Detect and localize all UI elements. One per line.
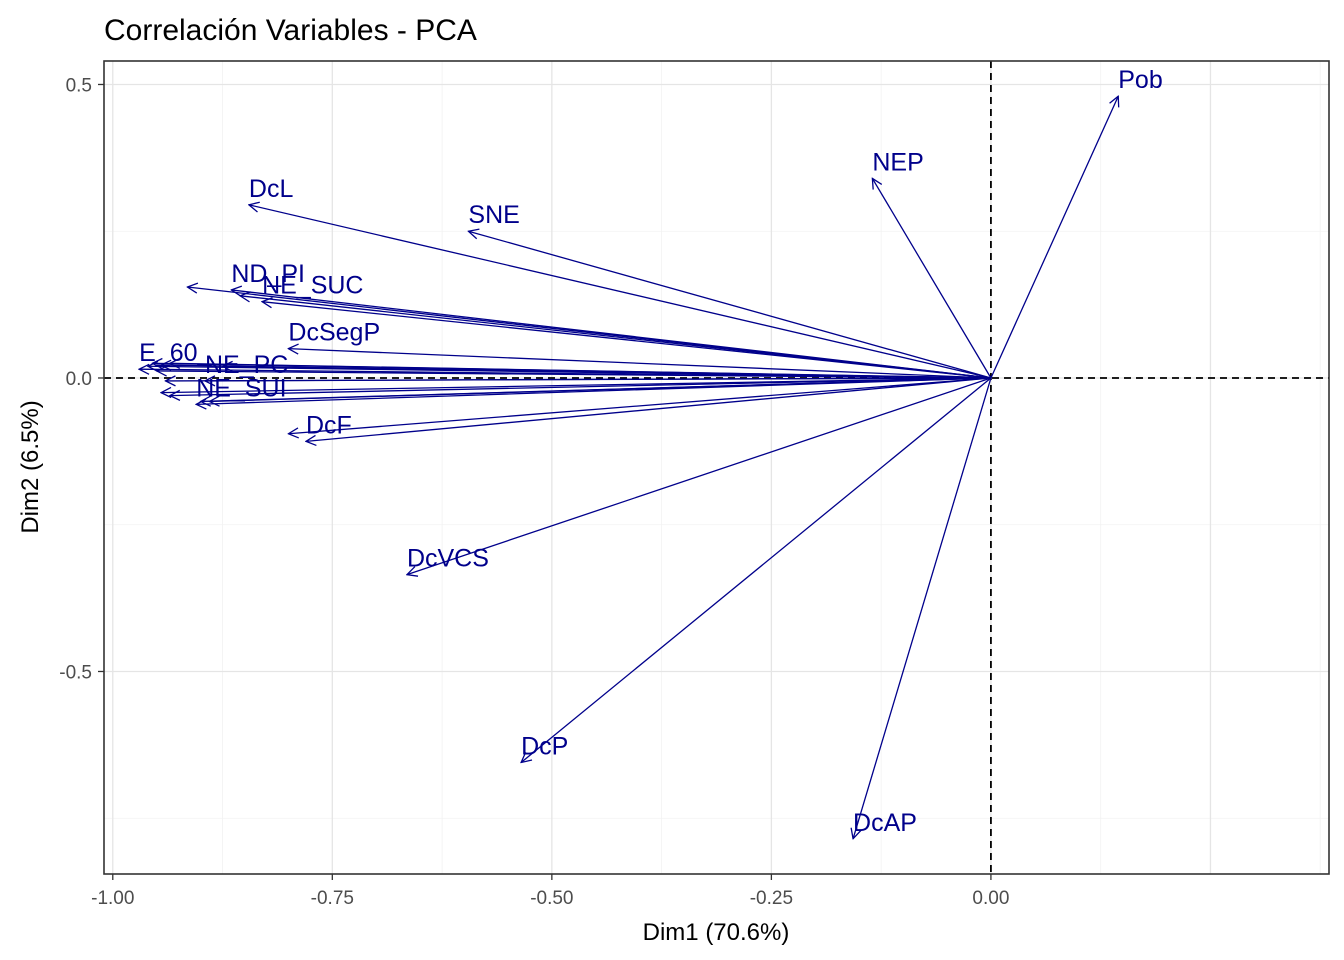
arrow-v-unl11 [170, 377, 991, 396]
arrow-dcvcs [407, 377, 992, 575]
arrow-dcp [521, 377, 992, 762]
arrow-v-unl8 [157, 371, 991, 379]
label-dcap: DcAP [853, 809, 917, 837]
label-e-60-: E_60_ [139, 339, 212, 367]
label-pob: Pob [1118, 66, 1162, 94]
label-ne-sui: NE_SUI [196, 374, 286, 402]
chart-title: Correlación Variables - PCA [104, 14, 477, 47]
x-tick-label: -1.00 [91, 888, 134, 909]
label-dcp: DcP [521, 732, 568, 760]
arrow-dcf [306, 377, 991, 441]
y-tick-label: -0.5 [59, 662, 92, 683]
y-tick-label: 0.0 [66, 369, 92, 390]
arrow-sne [468, 231, 992, 379]
x-tick-label: -0.75 [311, 888, 354, 909]
arrow-v-unl2 [240, 296, 991, 379]
y-tick-label: 0.5 [66, 75, 92, 96]
arrow-dcap [853, 377, 992, 839]
label-dcf: DcF [306, 411, 352, 439]
x-axis-ticks: -1.00 -0.75 -0.50 -0.25 0.00 [91, 874, 1009, 909]
arrow-v-unl13 [209, 377, 991, 401]
label-ne-suc: NE_SUC [262, 272, 363, 300]
arrow-v-unl14 [288, 377, 991, 434]
arrow-dcl [249, 205, 992, 379]
label-ne-pc: NE_PC [205, 351, 288, 379]
arrow-dcsegp [288, 349, 991, 379]
arrow-pob [990, 96, 1118, 379]
reference-lines [104, 61, 1329, 874]
x-tick-label: 0.00 [972, 888, 1009, 909]
variable-arrows [139, 96, 1118, 839]
arrow-v-unl7 [223, 366, 991, 379]
y-axis-ticks: -0.5 0.0 0.5 [59, 75, 104, 683]
x-tick-label: -0.25 [750, 888, 793, 909]
x-tick-label: -0.50 [530, 888, 573, 909]
label-nd-pi: ND_PI [231, 260, 305, 288]
label-dcsegp: DcSegP [288, 319, 380, 347]
x-axis-title: Dim1 (70.6%) [643, 919, 790, 946]
label-dcl: DcL [249, 175, 294, 203]
plot-panel-border [103, 60, 1330, 875]
label-sne: SNE [468, 201, 519, 229]
label-dcvcs: DcVCS [407, 545, 489, 573]
label-nep: NEP [872, 148, 923, 176]
y-axis-title: Dim2 (6.5%) [17, 400, 44, 533]
arrow-nep [872, 178, 992, 379]
arrow-v-unl9 [165, 378, 991, 381]
